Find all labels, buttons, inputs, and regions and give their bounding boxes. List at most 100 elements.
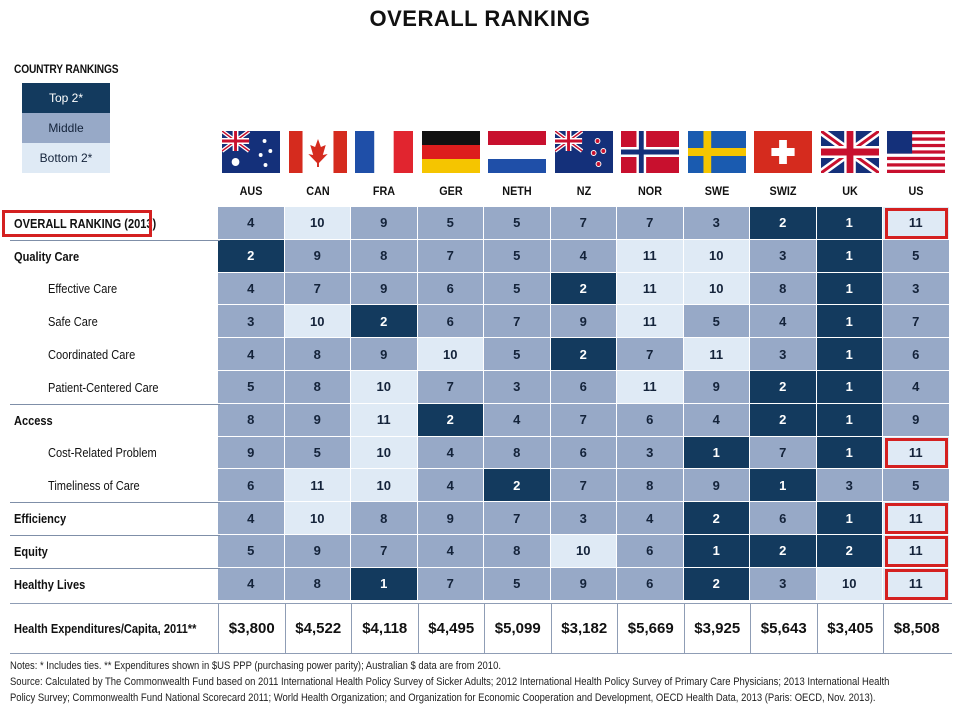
col-header-neth: NETH (502, 184, 532, 198)
rank-cell-nz: 2 (550, 338, 617, 371)
row-label: Patient-Centered Care (48, 379, 159, 395)
expenditure-uk: $3,405 (816, 603, 884, 653)
rank-cell-aus: 4 (218, 567, 285, 601)
rank-cell-nor: 11 (617, 239, 684, 273)
row-divider (10, 403, 220, 405)
rank-cell-swiz: 3 (750, 567, 817, 601)
rank-cell-uk: 10 (816, 567, 883, 601)
expenditure-nor: $5,669 (617, 603, 684, 653)
rank-cell-ger: 6 (417, 305, 484, 339)
row-label: Coordinated Care (48, 347, 136, 363)
rank-cell-us: 11 (883, 207, 950, 240)
rank-cell-ger: 5 (417, 207, 484, 240)
rank-cell-can: 8 (284, 567, 351, 601)
rank-cell-us: 5 (883, 469, 950, 503)
col-header-aus: AUS (239, 184, 263, 198)
rank-cell-aus: 4 (218, 272, 285, 306)
rank-cell-swiz: 3 (750, 239, 817, 273)
rank-cell-nz: 7 (550, 403, 617, 437)
rank-cell-swiz: 8 (750, 272, 817, 306)
rank-cell-ger: 4 (417, 469, 484, 503)
rank-cell-us: 9 (883, 403, 950, 437)
overall-label-highlight-box (2, 210, 152, 237)
rank-cell-can: 10 (284, 207, 351, 240)
col-header-uk: UK (841, 184, 858, 198)
rank-cell-uk: 1 (816, 272, 883, 306)
rank-cell-fra: 7 (351, 535, 418, 568)
rank-cell-can: 5 (284, 436, 351, 470)
rank-cell-fra: 10 (351, 469, 418, 503)
rank-cell-neth: 4 (484, 403, 551, 437)
col-header-us: US (908, 184, 924, 198)
rank-cell-swe: 2 (683, 502, 750, 535)
row-label: Healthy Lives (14, 576, 86, 592)
rank-cell-can: 8 (284, 371, 351, 404)
norway-flag (621, 131, 679, 173)
rank-cell-can: 9 (284, 535, 351, 568)
rank-cell-fra: 9 (351, 272, 418, 306)
us-flag (887, 131, 945, 173)
expenditure-fra: $4,118 (351, 603, 418, 653)
row-label: Cost-Related Problem (48, 445, 157, 461)
rank-cell-fra: 1 (351, 567, 418, 601)
rank-cell-neth: 5 (484, 567, 551, 601)
rank-cell-nz: 10 (550, 535, 617, 568)
rank-cell-neth: 3 (484, 371, 551, 404)
rank-cell-swe: 1 (683, 436, 750, 470)
us-highlight-box (885, 568, 948, 600)
rank-cell-neth: 8 (484, 535, 551, 568)
rank-cell-swe: 11 (683, 338, 750, 371)
rank-cell-swe: 9 (683, 371, 750, 404)
rank-cell-nor: 6 (617, 403, 684, 437)
rank-cell-nor: 3 (617, 436, 684, 470)
legend-bottom-swatch: Bottom 2* (22, 143, 110, 173)
rank-cell-neth: 5 (484, 338, 551, 371)
rank-cell-nor: 7 (617, 338, 684, 371)
expenditure-aus: $3,800 (218, 603, 285, 653)
rank-cell-us: 6 (883, 338, 950, 371)
row-divider (10, 567, 220, 569)
rank-cell-ger: 6 (417, 272, 484, 306)
rank-cell-ger: 4 (417, 436, 484, 470)
notes-line-3: Policy Survey; Commonwealth Fund Nationa… (10, 692, 876, 704)
legend-top-swatch: Top 2* (22, 83, 110, 113)
rank-cell-nz: 7 (550, 469, 617, 503)
rank-cell-us: 11 (883, 502, 950, 535)
rank-cell-nz: 9 (550, 567, 617, 601)
rank-cell-can: 7 (284, 272, 351, 306)
rank-cell-aus: 5 (218, 371, 285, 404)
col-header-nor: NOR (637, 184, 662, 198)
rank-cell-aus: 4 (218, 338, 285, 371)
rank-cell-uk: 2 (816, 535, 883, 568)
rank-cell-us: 3 (883, 272, 950, 306)
rank-cell-fra: 8 (351, 239, 418, 273)
rank-cell-swe: 5 (683, 305, 750, 339)
legend-heading: COUNTRY RANKINGS (14, 62, 119, 76)
expenditure-neth: $5,099 (484, 603, 551, 653)
rank-cell-swe: 4 (683, 403, 750, 437)
rank-cell-uk: 3 (816, 469, 883, 503)
us-highlight-box (885, 536, 948, 567)
netherlands-flag (488, 131, 546, 173)
rank-cell-swiz: 2 (750, 535, 817, 568)
rank-cell-nz: 3 (550, 502, 617, 535)
notes-line-2: Source: Calculated by The Commonwealth F… (10, 676, 890, 688)
rank-cell-nz: 7 (550, 207, 617, 240)
canada-flag (288, 131, 347, 173)
rank-cell-neth: 5 (484, 272, 551, 306)
new-zealand-flag (553, 129, 613, 173)
row-divider (10, 239, 220, 241)
rank-cell-us: 4 (883, 371, 950, 404)
row-label: Equity (14, 543, 48, 559)
row-divider (10, 535, 220, 536)
us-highlight-box (885, 503, 948, 534)
rank-cell-nz: 4 (550, 239, 617, 273)
rank-cell-fra: 9 (351, 207, 418, 240)
switzerland-flag (754, 131, 812, 173)
rank-cell-nz: 2 (550, 272, 617, 306)
notes-line-1: Notes: * Includes ties. ** Expenditures … (10, 660, 501, 672)
rank-cell-nor: 11 (617, 371, 684, 404)
rank-cell-can: 9 (284, 403, 351, 437)
notes: Notes: * Includes ties. ** Expenditures … (10, 658, 950, 706)
rank-cell-aus: 4 (218, 207, 285, 240)
